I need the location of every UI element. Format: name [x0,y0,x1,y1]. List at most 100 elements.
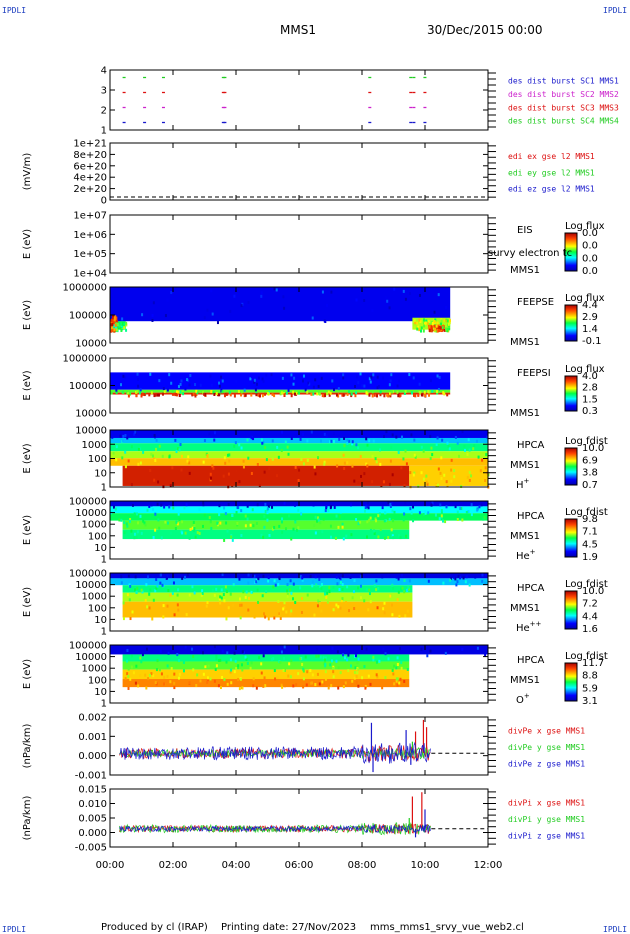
speckle [357,586,360,590]
speckle [379,528,382,532]
speckle [400,466,403,470]
speckle [338,515,341,519]
speckle [398,681,401,685]
speckle [264,615,267,619]
speckle [196,673,199,677]
speckle [223,506,226,510]
speckle [351,440,354,444]
colorbar-label: 10.0 [582,586,604,597]
speckle [242,465,245,469]
speckle [112,319,115,323]
speckle [113,324,116,328]
speckle [332,670,335,674]
speckle [328,393,331,397]
colorbar-label: 4.4 [582,611,598,622]
speckle [405,534,408,538]
speckle [314,683,317,687]
speckle [216,321,219,325]
speckle [286,445,289,449]
speckle [438,517,441,521]
speckle [125,323,128,327]
ytick-label: 4e+20 [73,173,107,184]
speckle [188,593,191,597]
speckle [196,378,199,382]
speckle [340,581,343,585]
speckle [387,657,390,661]
speckle [142,392,145,396]
speckle [337,387,340,391]
speckle [223,599,226,603]
speckle [321,680,324,684]
speckle [335,575,338,579]
speckle [330,684,333,688]
speckle [367,674,370,678]
speckle [349,575,352,579]
speckle [466,452,469,456]
speckle [435,483,438,487]
speckle [209,520,212,524]
speckle [241,668,244,672]
speckle [247,573,250,577]
speckle [353,654,356,658]
speckle [182,669,185,673]
speckle [129,677,132,681]
instrument-label: HPCA [517,655,545,666]
speckle [283,684,286,688]
speckle [396,663,399,667]
speckle [422,477,425,481]
speckle [203,513,206,517]
footer-printing-date: Printing date: 27/Nov/2023 [221,922,356,933]
legend-entry: des dist burst SC4 MMS4 [508,117,619,126]
speckle [427,390,430,394]
speckle [166,521,169,525]
speckle [426,482,429,486]
speckle [299,657,302,661]
speckle [140,660,143,664]
speckle [385,430,388,434]
speckle [312,503,315,507]
speckle [266,507,269,511]
speckle [355,375,358,379]
speckle [396,598,399,602]
speckle [343,444,346,448]
speckle [113,328,116,332]
speckle [390,528,393,532]
speckle [341,525,344,529]
speckle [156,502,159,506]
speckle [195,389,198,393]
speckle [155,577,158,581]
speckle [329,663,332,667]
speckle [370,375,373,379]
speckle [384,676,387,680]
speckle [166,574,169,578]
speckle [223,394,226,398]
speckle [173,681,176,685]
speckle [443,392,446,396]
legend-entry: divPe z gse MMS1 [508,759,585,768]
speckle [389,505,392,509]
speckle [261,594,264,598]
speckle [357,522,360,526]
speckle [177,676,180,680]
speckle [349,573,352,577]
speckle [137,384,140,388]
speckle [239,597,242,601]
speckle [201,651,204,655]
speckle [396,656,399,660]
speckle [153,394,156,398]
speckle [442,581,445,585]
colorbar-label: 6.9 [582,455,598,466]
speckle [177,390,180,394]
speckle [380,484,383,488]
speckle [328,586,331,590]
speckle [375,519,378,523]
speckle [218,597,221,601]
speckle [250,393,253,397]
speckle [229,592,232,596]
speckle [252,684,255,688]
speckle [202,503,205,507]
speckle [194,383,197,387]
speckle [180,379,183,383]
panel-frame [109,214,489,274]
speckle [196,391,199,395]
